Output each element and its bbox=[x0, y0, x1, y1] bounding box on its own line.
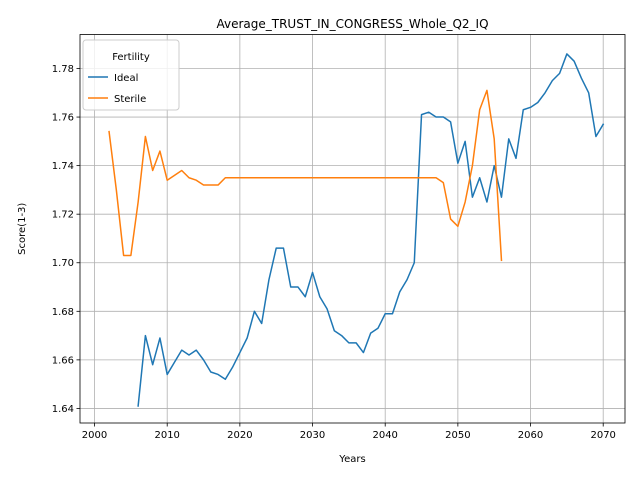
chart-title: Average_TRUST_IN_CONGRESS_Whole_Q2_IQ bbox=[216, 17, 488, 31]
series-line-sterile bbox=[108, 89, 503, 262]
y-tick-label: 1.76 bbox=[52, 113, 74, 124]
plot-frame bbox=[79, 34, 626, 424]
x-tick-label: 2020 bbox=[227, 430, 252, 441]
y-tick-label: 1.68 bbox=[52, 307, 74, 318]
y-axis-title: Score(1-3) bbox=[17, 203, 28, 255]
grid bbox=[80, 34, 625, 423]
y-axis: 1.64 1.66 1.68 1.70 1.72 1.74 1.76 1.78 bbox=[52, 64, 80, 415]
x-axis-title: Years bbox=[338, 454, 365, 465]
legend: Fertility Ideal Sterile bbox=[82, 39, 180, 111]
x-tick-label: 2070 bbox=[590, 430, 615, 441]
y-tick-label: 1.74 bbox=[52, 161, 74, 172]
y-tick-label: 1.70 bbox=[52, 258, 74, 269]
y-tick-label: 1.66 bbox=[52, 355, 74, 366]
series-line-ideal bbox=[137, 53, 605, 407]
legend-label-ideal: Ideal bbox=[114, 73, 138, 84]
x-tick-label: 2010 bbox=[154, 430, 179, 441]
y-tick-label: 1.64 bbox=[52, 404, 74, 415]
legend-title: Fertility bbox=[112, 52, 150, 63]
y-tick-label: 1.78 bbox=[52, 64, 74, 75]
legend-box bbox=[82, 39, 180, 111]
y-tick-label: 1.72 bbox=[52, 210, 74, 221]
x-tick-label: 2040 bbox=[372, 430, 397, 441]
x-tick-label: 2050 bbox=[445, 430, 470, 441]
x-tick-label: 2000 bbox=[82, 430, 107, 441]
x-tick-label: 2060 bbox=[518, 430, 543, 441]
series-lines bbox=[108, 53, 605, 407]
x-axis: 2000 2010 2020 2030 2040 2050 2060 2070 bbox=[82, 423, 616, 441]
x-tick-label: 2030 bbox=[300, 430, 325, 441]
legend-label-sterile: Sterile bbox=[114, 94, 146, 105]
